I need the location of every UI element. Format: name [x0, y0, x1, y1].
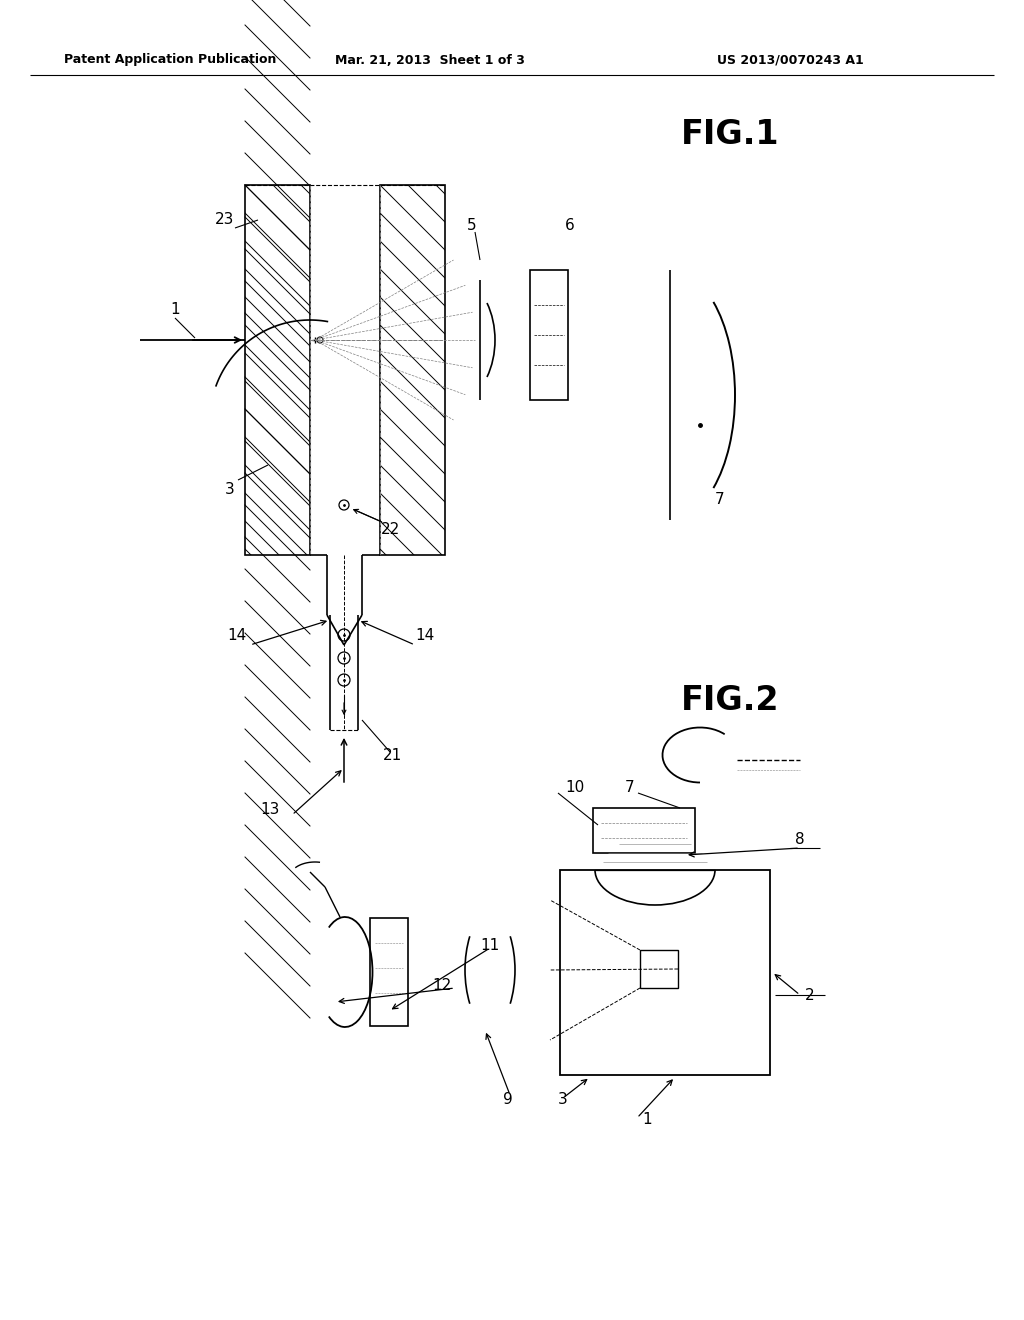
Text: 14: 14	[416, 627, 434, 643]
Text: US 2013/0070243 A1: US 2013/0070243 A1	[717, 54, 863, 66]
Text: 3: 3	[558, 1093, 568, 1107]
Text: 1: 1	[642, 1113, 652, 1127]
Text: 5: 5	[467, 218, 477, 232]
Bar	[640, 950, 678, 987]
Text: 10: 10	[565, 780, 585, 796]
Text: 12: 12	[432, 978, 452, 993]
Text: 8: 8	[796, 833, 805, 847]
Text: 23: 23	[215, 213, 234, 227]
Text: FIG.1: FIG.1	[681, 119, 779, 152]
Text: 13: 13	[260, 803, 280, 817]
Text: 21: 21	[382, 747, 401, 763]
Bar	[380, 185, 445, 554]
Text: FIG.2: FIG.2	[681, 684, 779, 717]
Bar	[593, 808, 695, 853]
Text: Patent Application Publication: Patent Application Publication	[63, 54, 276, 66]
Text: 14: 14	[227, 627, 247, 643]
Text: 2: 2	[805, 987, 815, 1002]
Bar	[530, 271, 568, 400]
Text: 1: 1	[170, 302, 180, 318]
Text: 9: 9	[503, 1093, 513, 1107]
Text: 6: 6	[565, 218, 574, 232]
Text: 7: 7	[626, 780, 635, 796]
Bar	[370, 917, 408, 1026]
Text: 11: 11	[480, 937, 500, 953]
Text: 7: 7	[715, 492, 725, 507]
Text: Mar. 21, 2013  Sheet 1 of 3: Mar. 21, 2013 Sheet 1 of 3	[335, 54, 525, 66]
Text: 22: 22	[380, 523, 399, 537]
Text: 3: 3	[225, 483, 234, 498]
Bar	[245, 185, 310, 554]
Bar	[560, 870, 770, 1074]
